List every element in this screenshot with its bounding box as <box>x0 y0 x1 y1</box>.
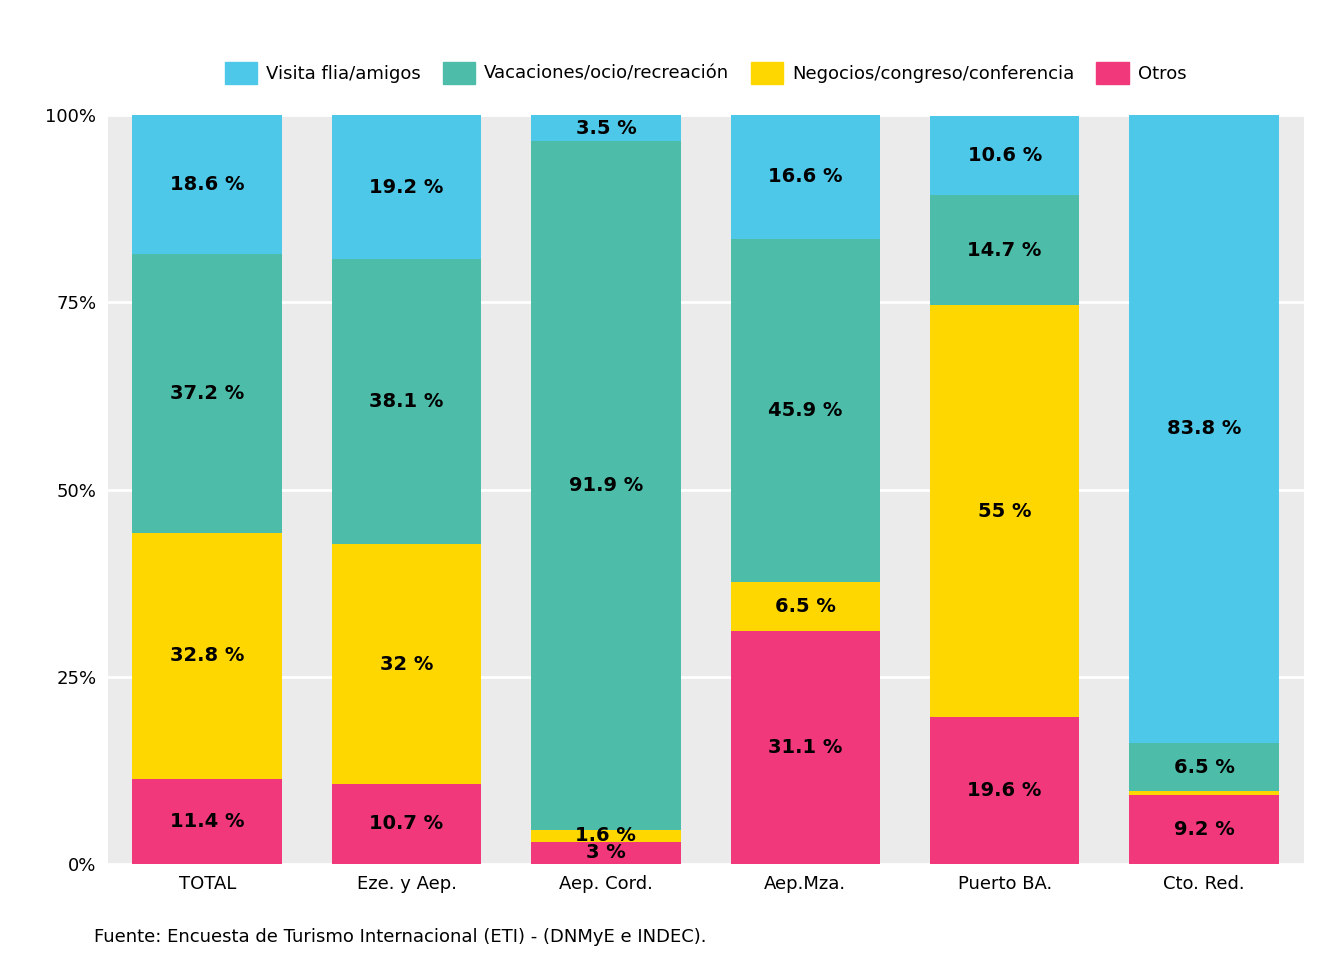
Text: 3 %: 3 % <box>586 843 626 862</box>
Text: 32.8 %: 32.8 % <box>169 646 245 665</box>
Text: 10.7 %: 10.7 % <box>370 814 444 833</box>
Text: 32 %: 32 % <box>380 655 433 674</box>
Text: 6.5 %: 6.5 % <box>775 597 836 616</box>
Text: 45.9 %: 45.9 % <box>767 401 843 420</box>
Text: 18.6 %: 18.6 % <box>169 176 245 194</box>
Bar <box>731 239 880 583</box>
Text: Fuente: Encuesta de Turismo Internacional (ETI) - (DNMyE e INDEC).: Fuente: Encuesta de Turismo Internaciona… <box>94 927 707 946</box>
Text: 1.6 %: 1.6 % <box>575 826 636 845</box>
Bar <box>133 254 282 533</box>
Bar <box>930 717 1079 864</box>
Text: 3.5 %: 3.5 % <box>575 119 636 138</box>
Bar <box>133 115 282 254</box>
Text: 9.2 %: 9.2 % <box>1173 820 1234 839</box>
Text: 11.4 %: 11.4 % <box>169 812 245 830</box>
Bar <box>1129 115 1278 743</box>
Text: 14.7 %: 14.7 % <box>968 241 1042 260</box>
Text: 31.1 %: 31.1 % <box>767 738 843 757</box>
Bar <box>332 259 481 544</box>
Text: 19.6 %: 19.6 % <box>968 781 1042 800</box>
Bar <box>133 779 282 864</box>
Bar <box>332 784 481 864</box>
Text: 91.9 %: 91.9 % <box>569 476 642 495</box>
Text: 16.6 %: 16.6 % <box>767 167 843 186</box>
Text: 83.8 %: 83.8 % <box>1167 420 1242 439</box>
Bar <box>1129 795 1278 864</box>
Bar <box>332 544 481 784</box>
Text: 6.5 %: 6.5 % <box>1173 757 1234 777</box>
Text: 55 %: 55 % <box>978 502 1031 521</box>
Bar <box>133 533 282 779</box>
Bar <box>531 141 680 829</box>
Bar <box>1129 791 1278 795</box>
Bar <box>731 631 880 864</box>
Bar <box>531 115 680 141</box>
Bar <box>531 842 680 864</box>
Bar <box>1129 743 1278 791</box>
Text: 37.2 %: 37.2 % <box>171 384 245 403</box>
Bar <box>531 829 680 842</box>
Bar <box>731 583 880 631</box>
Text: 19.2 %: 19.2 % <box>370 178 444 197</box>
Bar <box>930 116 1079 195</box>
Bar <box>930 305 1079 717</box>
Bar <box>930 195 1079 305</box>
Text: 38.1 %: 38.1 % <box>370 392 444 411</box>
Text: 10.6 %: 10.6 % <box>968 146 1042 165</box>
Legend: Visita flia/amigos, Vacaciones/ocio/recreación, Negocios/congreso/conferencia, O: Visita flia/amigos, Vacaciones/ocio/recr… <box>218 55 1193 91</box>
Bar <box>332 115 481 259</box>
Bar <box>731 114 880 239</box>
